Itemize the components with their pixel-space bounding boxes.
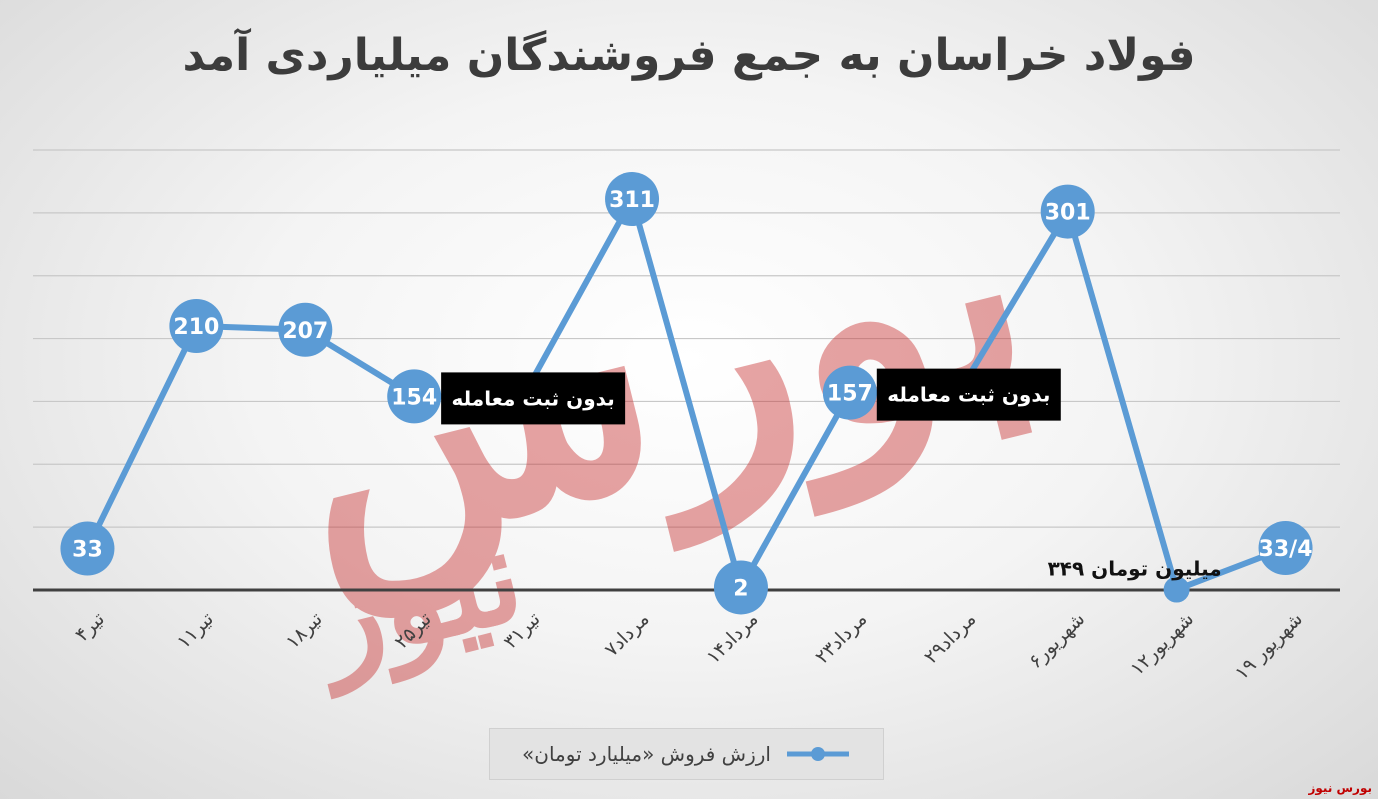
data-label: 210 — [173, 315, 219, 340]
data-label: 311 — [609, 188, 655, 213]
data-point — [1258, 521, 1313, 576]
data-point — [713, 560, 768, 615]
data-point — [387, 369, 442, 424]
data-point — [60, 521, 115, 576]
annotation-label: ۳۴۹ میلیون تومان — [1048, 557, 1222, 581]
data-point — [278, 302, 333, 357]
x-tick-label: ۴تیر — [71, 608, 109, 646]
data-point — [1040, 184, 1095, 239]
annotation-label: بدون ثبت معامله — [887, 383, 1050, 407]
data-label: 33 — [72, 538, 103, 563]
legend: ارزش فروش «میلیارد تومان» — [489, 728, 884, 780]
x-tick-label: ۲۳مرداد — [811, 608, 871, 668]
x-tick-label: ۱۹ شهریور — [1231, 608, 1307, 684]
data-label: 154 — [391, 385, 437, 410]
annotation-layer: بدون ثبت معامله بدون ثبت معامله ۳۴۹ میلیون… — [441, 368, 1222, 581]
footer-brand: بورس نیوز — [1308, 781, 1372, 795]
data-label: 33/4 — [1259, 537, 1313, 562]
data-label: 2 — [733, 576, 748, 601]
x-tick-label: ۱۲شهریور — [1126, 608, 1198, 680]
annotation-label: بدون ثبت معامله — [452, 386, 615, 410]
annotation-box — [876, 368, 1061, 421]
data-label: 207 — [282, 319, 328, 344]
x-tick-label: ۱۴مرداد — [702, 608, 762, 668]
data-point — [605, 172, 660, 227]
legend-line-marker — [786, 747, 849, 761]
x-tick-label: ۶شهریور — [1024, 608, 1089, 673]
x-tick-label: ۱۱تیر — [173, 608, 218, 653]
chart-title: فولاد خراسان به جمع فروشندگان میلیاردی آ… — [182, 30, 1196, 81]
x-tick-label: ۷مرداد — [600, 608, 653, 661]
data-label: 301 — [1045, 201, 1091, 226]
legend-entry-label: ارزش فروش «میلیارد تومان» — [522, 742, 771, 766]
data-point — [1163, 576, 1190, 603]
annotation-box — [441, 372, 626, 425]
data-point — [822, 365, 877, 420]
data-label: 157 — [827, 382, 873, 407]
x-tick-label: ۲۹مرداد — [920, 608, 980, 668]
data-point — [169, 299, 224, 353]
